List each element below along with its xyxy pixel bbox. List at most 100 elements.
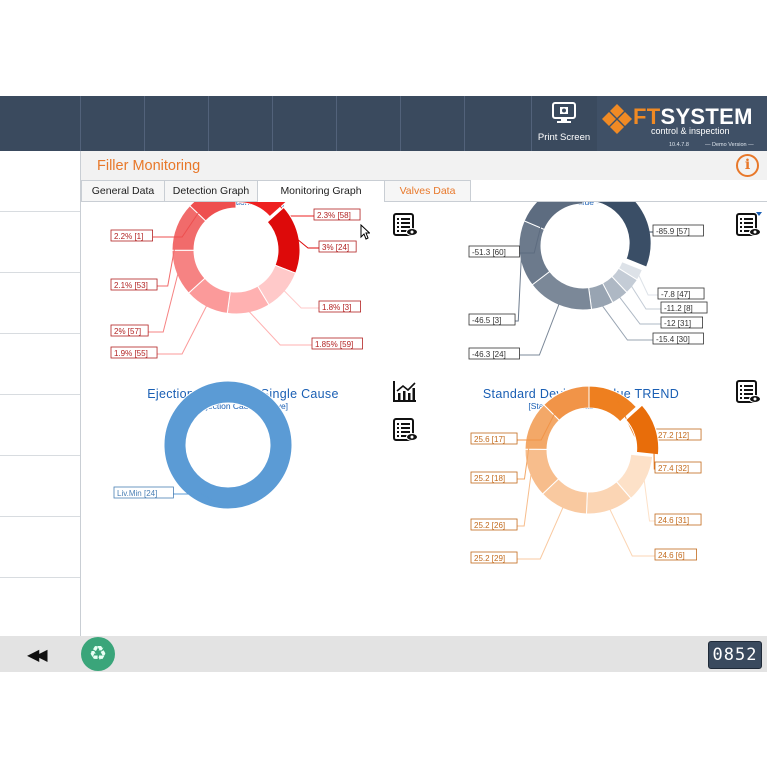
leader-line (519, 202, 548, 254)
pie-slice[interactable] (587, 202, 652, 268)
chart-subtitle: [% Rejections - Valve] (202, 202, 285, 207)
pie-slice[interactable] (588, 385, 638, 423)
leader-line (152, 202, 207, 238)
sidebar-item-6[interactable] (0, 456, 80, 517)
tab-general-data[interactable]: General Data (81, 180, 165, 201)
donut-chart-2: Average Value TREND[Average value - Valv… (468, 202, 761, 360)
ftsystem-logo: FTSYSTEM control & inspection 10.4.7.8 —… (597, 96, 767, 151)
rewind-icon[interactable]: ◀◀ (27, 647, 48, 664)
list-view-icon[interactable] (393, 418, 418, 441)
pie-slice[interactable] (163, 380, 293, 510)
data-label: -46.3 [24] (472, 350, 506, 359)
data-label: -7.8 [47] (661, 290, 690, 299)
donut-chart-1: Rejections TREND[% Rejections - Valve]2.… (110, 202, 418, 359)
toolbar-slot-6[interactable] (337, 96, 401, 151)
monitor-icon (552, 102, 576, 123)
sidebar-item-5[interactable] (0, 395, 80, 456)
tab-monitoring-graph[interactable]: Monitoring Graph (257, 180, 385, 202)
left-sidebar (0, 151, 81, 636)
leader-line (517, 392, 566, 441)
toolbar-slot-1[interactable] (0, 96, 81, 151)
pie-slice[interactable] (523, 202, 584, 231)
data-label-box (652, 332, 704, 345)
leader-line (296, 238, 319, 249)
data-label-box (318, 240, 357, 253)
scroll-indicator[interactable] (756, 212, 762, 216)
data-label: 27.4 [32] (658, 464, 689, 473)
pie-slice[interactable] (189, 202, 237, 222)
pie-slice[interactable] (266, 206, 301, 274)
pie-slice[interactable] (237, 202, 287, 218)
top-toolbar: Print Screen FTSYSTEM control & inspecti… (0, 96, 767, 151)
toolbar-slot-7[interactable] (401, 96, 465, 151)
recycle-icon[interactable]: ♻ (81, 637, 115, 671)
data-label: 27.2 [12] (658, 431, 689, 440)
data-label: 25.2 [26] (474, 521, 505, 530)
monitoring-panel: Rejections TREND[% Rejections - Valve]2.… (81, 202, 767, 636)
leader-line (601, 304, 653, 341)
print-screen-button[interactable]: Print Screen (532, 96, 596, 151)
leader-line (637, 273, 658, 296)
toolbar-slot-8[interactable] (465, 96, 532, 151)
sidebar-item-1[interactable] (0, 151, 80, 212)
info-icon[interactable]: i (736, 154, 759, 177)
data-label: 25.6 [17] (474, 435, 505, 444)
data-label-box (654, 513, 702, 526)
leader-line (643, 478, 655, 522)
data-label: Liv.Min [24] (117, 489, 157, 498)
brand-system: SYSTEM (660, 104, 753, 129)
leader-line (515, 253, 522, 322)
demo-version-label: — Demo Version — (705, 142, 754, 148)
data-label-box (113, 486, 174, 499)
list-view-icon[interactable] (736, 213, 761, 236)
data-label-box (657, 287, 705, 300)
leader-line (173, 493, 229, 508)
brand-name: FTSYSTEM (633, 104, 753, 130)
toolbar-slot-4[interactable] (209, 96, 273, 151)
leader-line (148, 272, 179, 333)
data-label-box (110, 346, 158, 359)
toolbar-slot-5[interactable] (273, 96, 337, 151)
page-title: Filler Monitoring (97, 158, 201, 174)
data-label: 25.2 [29] (474, 554, 505, 563)
data-label: -12 [31] (664, 319, 691, 328)
data-label: 2.2% [1] (114, 232, 143, 241)
data-label: -85.9 [57] (656, 227, 690, 236)
data-label: 24.6 [6] (658, 551, 685, 560)
data-label-box (652, 224, 704, 237)
tab-valves-data[interactable]: Valves Data (384, 180, 471, 201)
main-area: Filler Monitoring i General Data Detecti… (81, 151, 767, 636)
trend-chart-icon[interactable] (393, 381, 416, 402)
tab-bar: General Data Detection Graph Monitoring … (81, 180, 767, 202)
leader-line (519, 303, 560, 356)
data-label-box (311, 337, 363, 350)
data-label-box (470, 551, 518, 564)
list-view-icon[interactable] (736, 380, 761, 403)
data-label: 24.6 [31] (658, 516, 689, 525)
data-label: 1.85% [59] (315, 340, 353, 349)
data-label: -11.2 [8] (664, 304, 693, 313)
data-label-box (318, 300, 361, 313)
data-label-box (470, 432, 518, 445)
clock-display: 0852 (708, 641, 762, 669)
toolbar-slot-2[interactable] (81, 96, 145, 151)
leader-line (517, 472, 532, 527)
brand-tagline: control & inspection (651, 126, 730, 136)
leader-line (517, 506, 564, 560)
version-label: 10.4.7.8 (669, 142, 689, 148)
data-label-box (660, 316, 703, 329)
sidebar-item-4[interactable] (0, 334, 80, 395)
data-label: 2% [57] (114, 327, 141, 336)
logo-diamond-icon (602, 104, 632, 134)
donut-chart-3: Ejections TREND - Single Cause[Ejection … (113, 380, 418, 510)
sidebar-item-2[interactable] (0, 212, 80, 273)
toolbar-slot-3[interactable] (145, 96, 209, 151)
pie-slice[interactable] (625, 404, 660, 456)
list-view-icon[interactable] (393, 213, 418, 236)
data-label-box (110, 278, 158, 291)
data-label-box (654, 461, 702, 474)
sidebar-item-3[interactable] (0, 273, 80, 334)
sidebar-item-7[interactable] (0, 517, 80, 578)
data-label-box (110, 229, 153, 242)
tab-detection-graph[interactable]: Detection Graph (164, 180, 258, 201)
